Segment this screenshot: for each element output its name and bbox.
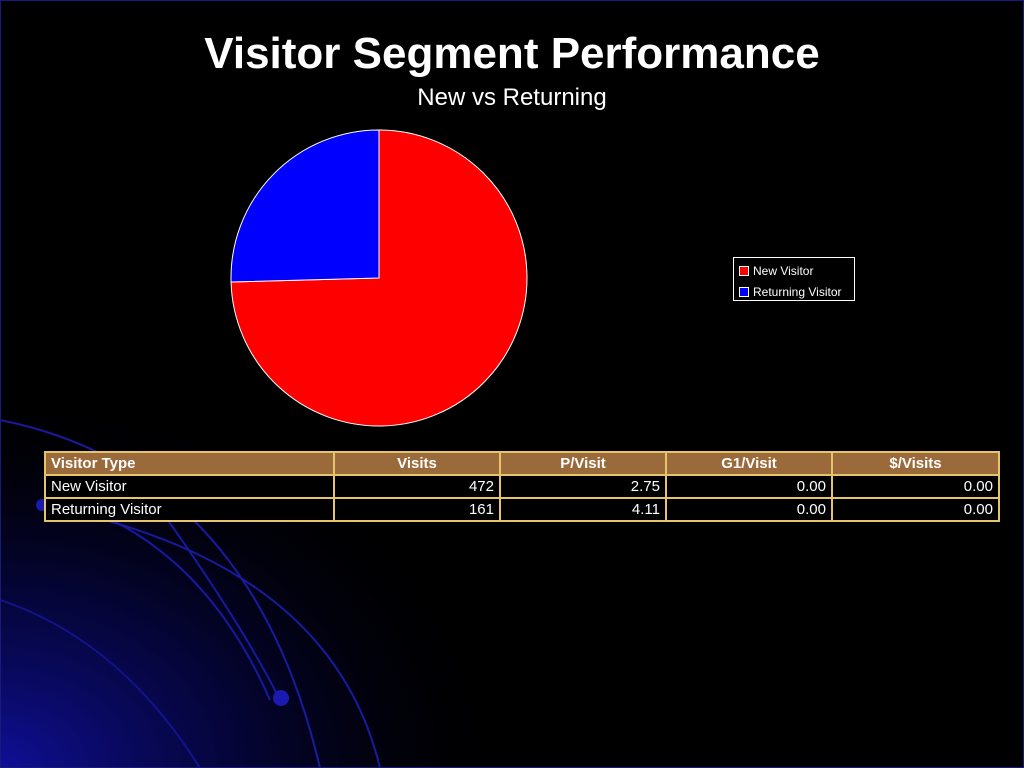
legend-item-returning-visitor: Returning Visitor <box>739 285 842 299</box>
cell-g1-visit: 0.00 <box>665 497 833 522</box>
chart-subtitle: New vs Returning <box>417 84 607 111</box>
legend-item-new-visitor: New Visitor <box>739 264 813 278</box>
table-row: Returning Visitor 161 4.11 0.00 0.00 <box>44 497 1000 522</box>
pie-slice-returning-visitor <box>230 129 380 283</box>
legend-swatch-new-visitor <box>739 265 749 276</box>
cell-dollar-visits: 0.00 <box>831 497 1000 522</box>
table-header-row: Visitor Type Visits P/Visit G1/Visit $/V… <box>44 451 1000 476</box>
legend-swatch-returning-visitor <box>739 286 749 297</box>
chart-title: Visitor Segment Performance <box>204 29 820 78</box>
cell-visits: 472 <box>333 474 501 499</box>
data-table: Visitor Type Visits P/Visit G1/Visit $/V… <box>44 451 1000 522</box>
legend-label-returning-visitor: Returning Visitor <box>753 285 842 299</box>
cell-g1-visit: 0.00 <box>665 474 833 499</box>
header-dollar-visits: $/Visits <box>831 451 1000 476</box>
header-g1-visit: G1/Visit <box>665 451 833 476</box>
header-visits: Visits <box>333 451 501 476</box>
cell-visitor-type: New Visitor <box>44 474 335 499</box>
header-visitor-type: Visitor Type <box>44 451 335 476</box>
header-p-visit: P/Visit <box>499 451 667 476</box>
table-row: New Visitor 472 2.75 0.00 0.00 <box>44 474 1000 499</box>
cell-visitor-type: Returning Visitor <box>44 497 335 522</box>
cell-dollar-visits: 0.00 <box>831 474 1000 499</box>
cell-p-visit: 2.75 <box>499 474 667 499</box>
cell-visits: 161 <box>333 497 501 522</box>
cell-p-visit: 4.11 <box>499 497 667 522</box>
chart-legend: New Visitor Returning Visitor <box>733 257 855 301</box>
legend-label-new-visitor: New Visitor <box>753 264 814 278</box>
